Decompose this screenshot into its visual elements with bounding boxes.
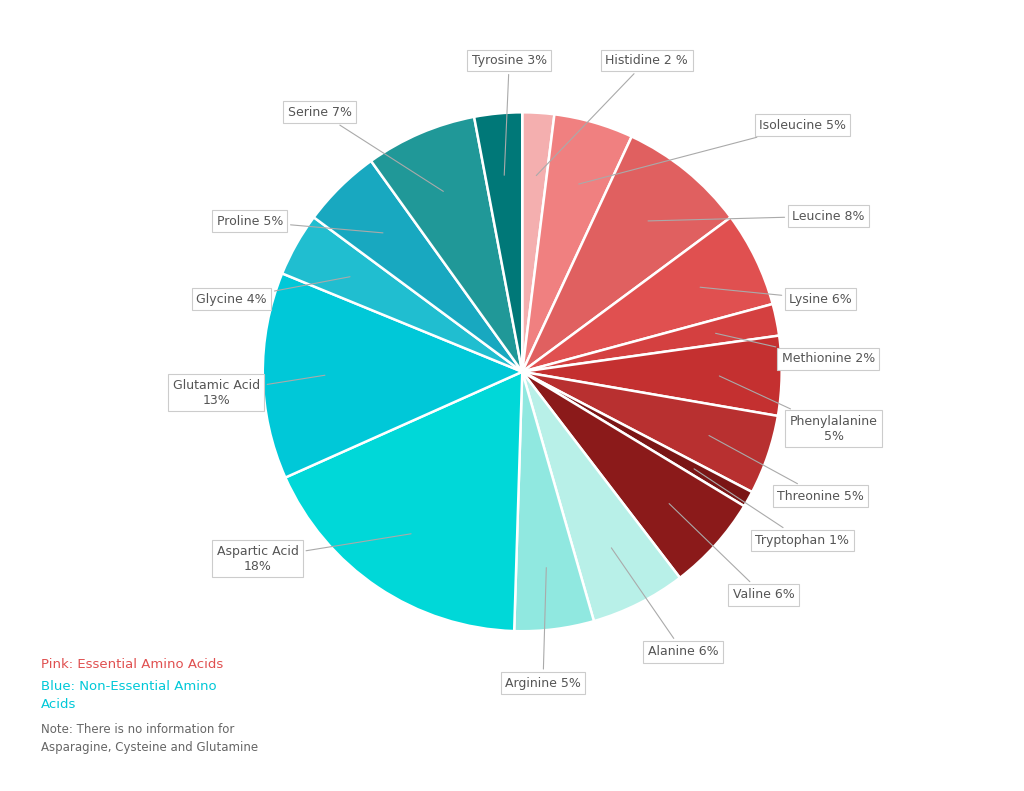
Wedge shape <box>371 117 522 372</box>
Wedge shape <box>522 335 781 416</box>
Wedge shape <box>522 372 680 621</box>
Text: Arginine 5%: Arginine 5% <box>505 568 581 690</box>
Wedge shape <box>522 304 779 372</box>
Text: Proline 5%: Proline 5% <box>217 215 383 233</box>
Wedge shape <box>522 372 752 506</box>
Text: Isoleucine 5%: Isoleucine 5% <box>579 119 846 184</box>
Wedge shape <box>474 112 522 372</box>
Text: Histidine 2 %: Histidine 2 % <box>537 54 688 176</box>
Text: Leucine 8%: Leucine 8% <box>648 210 864 222</box>
Text: Pink: Essential Amino Acids: Pink: Essential Amino Acids <box>41 658 223 672</box>
Text: Blue: Non-Essential Amino
Acids: Blue: Non-Essential Amino Acids <box>41 680 217 711</box>
Wedge shape <box>522 372 744 577</box>
Text: Valine 6%: Valine 6% <box>669 504 795 601</box>
Text: Alanine 6%: Alanine 6% <box>611 548 719 658</box>
Text: Glutamic Acid
13%: Glutamic Acid 13% <box>172 375 325 407</box>
Wedge shape <box>522 112 554 372</box>
Wedge shape <box>313 161 522 372</box>
Text: Phenylalanine
5%: Phenylalanine 5% <box>719 376 878 443</box>
Text: Aspartic Acid
18%: Aspartic Acid 18% <box>217 534 411 573</box>
Text: Serine 7%: Serine 7% <box>288 106 443 191</box>
Wedge shape <box>522 218 773 372</box>
Wedge shape <box>522 137 731 372</box>
Text: Note: There is no information for
Asparagine, Cysteine and Glutamine: Note: There is no information for Aspara… <box>41 724 258 755</box>
Wedge shape <box>514 372 594 631</box>
Text: Glycine 4%: Glycine 4% <box>197 277 350 305</box>
Wedge shape <box>263 274 522 478</box>
Text: Tyrosine 3%: Tyrosine 3% <box>472 54 547 176</box>
Text: Lysine 6%: Lysine 6% <box>700 287 852 305</box>
Text: Methionine 2%: Methionine 2% <box>716 333 876 365</box>
Wedge shape <box>522 372 778 492</box>
Wedge shape <box>286 372 522 631</box>
Wedge shape <box>522 115 632 372</box>
Text: Threonine 5%: Threonine 5% <box>709 436 864 503</box>
Text: Tryptophan 1%: Tryptophan 1% <box>694 469 850 547</box>
Wedge shape <box>283 218 522 372</box>
